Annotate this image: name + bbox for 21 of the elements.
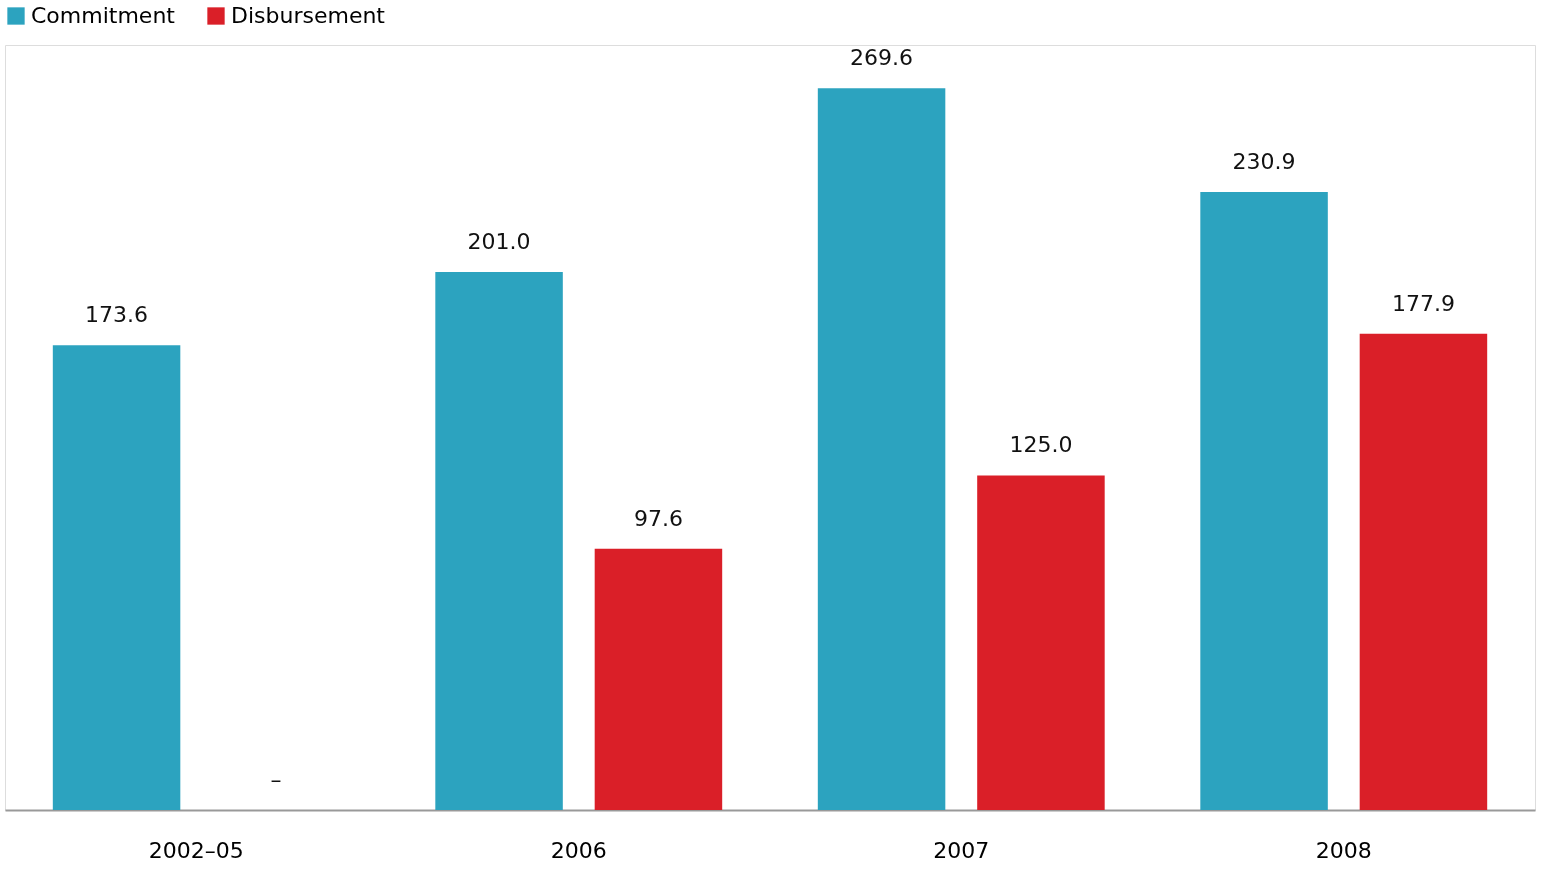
data-label: 177.9: [1391, 290, 1455, 316]
bar: [1359, 333, 1488, 810]
x-tick-label: 2006: [550, 837, 607, 863]
data-label: 173.6: [85, 302, 149, 328]
bar: [594, 548, 723, 810]
data-label: 230.9: [1232, 148, 1296, 174]
text: –: [270, 767, 282, 792]
x-tick-label: 2008: [1315, 837, 1372, 863]
legend-label: Commitment: [31, 3, 176, 28]
bar: [435, 271, 563, 810]
data-label: 97.6: [633, 505, 683, 531]
bar: [1200, 191, 1328, 810]
bar: [977, 475, 1105, 810]
data-label: 125.0: [1009, 432, 1073, 458]
x-tick-label: 2002–05: [148, 837, 244, 863]
data-label: 269.6: [850, 45, 914, 71]
bar: [52, 345, 181, 810]
x-tick-label: 2007: [933, 837, 990, 863]
bar: [817, 88, 946, 810]
legend-label: Disbursement: [231, 3, 386, 28]
data-label: 201.0: [467, 228, 531, 254]
